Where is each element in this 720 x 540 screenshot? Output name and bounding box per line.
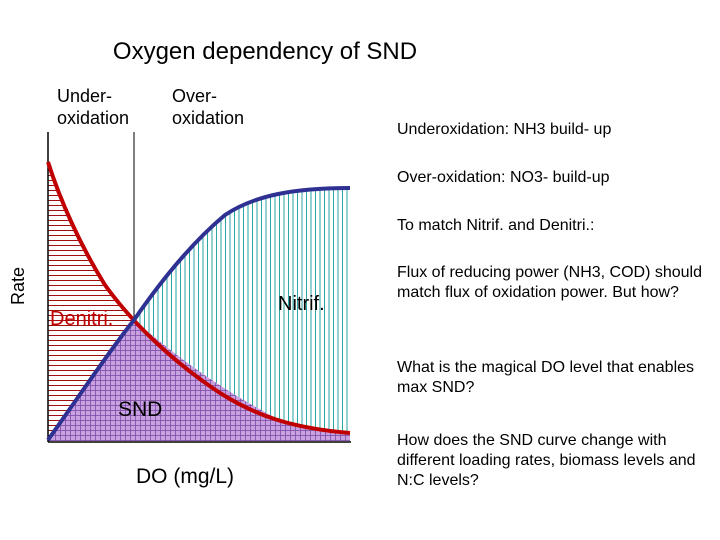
over-oxidation-label: Over- oxidation [172,85,244,129]
snd-label: SND [118,398,162,421]
denitrification-curve [46,161,351,435]
over-oxidation-label-line1: Over- [172,86,217,106]
denitrification-region [48,162,134,440]
note-overoxidation: Over-oxidation: NO3- build-up [397,169,610,186]
page-title: Oxygen dependency of SND [112,38,418,65]
nitrification-region [134,188,350,433]
x-axis-label: DO (mg/L) [136,465,235,488]
under-oxidation-label-line2: oxidation [57,108,130,128]
note-flux: Flux of reducing power (NH3, COD) should… [397,264,703,301]
nitrif-label: Nitrif. [278,293,325,315]
under-oxidation-label-line1: Under- [57,86,113,106]
denitri-label: Denitri. [50,308,113,330]
note-underoxidation: Underoxidation: NH3 build- up [397,121,612,138]
under-oxidation-label: Under- oxidation [57,85,129,129]
note-magical-do: What is the magical DO level that enable… [397,359,695,396]
note-match: To match Nitrif. and Denitri.: [397,217,595,234]
y-axis-label: Rate [8,266,28,305]
over-oxidation-label-line2: oxidation [172,108,245,128]
note-snd-curve-change: How does the SND curve change with diffe… [397,432,696,489]
nitrification-curve [46,186,351,442]
